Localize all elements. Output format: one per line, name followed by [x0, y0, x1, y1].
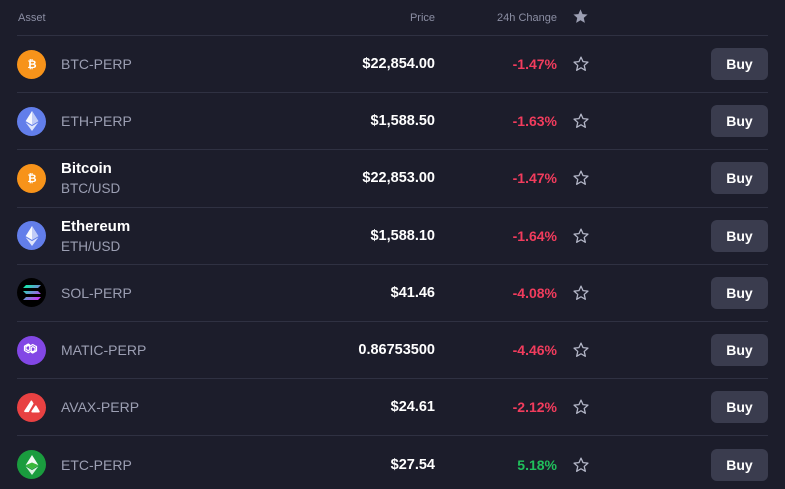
asset-name: MATIC-PERP: [61, 342, 147, 359]
change-value: -2.12%: [512, 399, 557, 416]
change-value: -1.64%: [512, 227, 557, 244]
price-value: 0.86753500: [358, 342, 435, 359]
asset-names: Bitcoin BTC/USD: [61, 160, 120, 196]
buy-button[interactable]: Buy: [711, 48, 768, 81]
bitcoin-icon: ₿: [17, 49, 46, 79]
buy-button[interactable]: Buy: [711, 391, 768, 424]
polygon-icon: [17, 335, 46, 365]
ethereum-classic-icon: [17, 450, 46, 480]
price-value: $22,853.00: [362, 170, 435, 187]
change-value: -4.46%: [512, 342, 557, 359]
asset-cell: ETC-PERP: [17, 450, 257, 480]
change-value: -1.47%: [512, 170, 557, 187]
star-outline-icon[interactable]: [570, 396, 592, 418]
star-outline-icon[interactable]: [570, 110, 592, 132]
star-outline-icon[interactable]: [570, 339, 592, 361]
avalanche-icon: [17, 392, 46, 422]
asset-name: ETC-PERP: [61, 456, 132, 473]
asset-cell: AVAX-PERP: [17, 392, 257, 422]
table-row[interactable]: ETC-PERP $27.54 5.18% Buy: [17, 436, 768, 489]
table-row[interactable]: AVAX-PERP $24.61 -2.12% Buy: [17, 379, 768, 437]
asset-name: AVAX-PERP: [61, 399, 140, 416]
buy-button[interactable]: Buy: [711, 334, 768, 367]
buy-button[interactable]: Buy: [711, 219, 768, 252]
asset-name: BTC-PERP: [61, 56, 132, 73]
asset-names: AVAX-PERP: [61, 399, 139, 415]
bitcoin-icon: ₿: [17, 163, 46, 193]
asset-cell: ₿ Bitcoin BTC/USD: [17, 160, 257, 196]
svg-text:₿: ₿: [27, 57, 36, 71]
star-filled-icon[interactable]: [572, 8, 589, 28]
table-body: ₿ BTC-PERP $22,854.00 -1.47% Buy ETH-PER…: [17, 36, 768, 489]
solana-icon: [17, 278, 46, 308]
buy-button[interactable]: Buy: [711, 162, 768, 195]
asset-name: SOL-PERP: [61, 284, 132, 301]
table-row[interactable]: ₿ Bitcoin BTC/USD $22,853.00 -1.47% Buy: [17, 150, 768, 208]
asset-name: Ethereum: [61, 217, 131, 235]
ethereum-icon: [17, 221, 46, 251]
price-value: $24.61: [390, 399, 435, 416]
change-column-header[interactable]: 24h Change: [497, 11, 557, 24]
price-column-header[interactable]: Price: [409, 11, 435, 24]
asset-names: Ethereum ETH/USD: [61, 218, 130, 254]
asset-pair: ETH/USD: [61, 238, 121, 254]
asset-names: ETC-PERP: [61, 457, 132, 473]
asset-cell: ₿ BTC-PERP: [17, 49, 257, 79]
asset-names: ETH-PERP: [61, 113, 132, 129]
asset-cell: ETH-PERP: [17, 106, 257, 136]
buy-button[interactable]: Buy: [711, 105, 768, 138]
table-row[interactable]: MATIC-PERP 0.86753500 -4.46% Buy: [17, 322, 768, 380]
asset-column-header[interactable]: Asset: [18, 11, 46, 24]
asset-names: MATIC-PERP: [61, 342, 146, 358]
svg-text:₿: ₿: [27, 171, 36, 185]
table-row[interactable]: ETH-PERP $1,588.50 -1.63% Buy: [17, 93, 768, 151]
table-row[interactable]: SOL-PERP $41.46 -4.08% Buy: [17, 265, 768, 322]
price-value: $1,588.50: [370, 113, 435, 130]
price-value: $22,854.00: [362, 56, 435, 73]
asset-name: Bitcoin: [61, 160, 112, 178]
star-outline-icon[interactable]: [570, 282, 592, 304]
asset-cell: MATIC-PERP: [17, 335, 257, 365]
star-outline-icon[interactable]: [570, 167, 592, 189]
table-row[interactable]: ₿ BTC-PERP $22,854.00 -1.47% Buy: [17, 36, 768, 94]
price-value: $27.54: [390, 456, 435, 473]
ethereum-icon: [17, 106, 46, 136]
star-outline-icon[interactable]: [570, 225, 592, 247]
change-value: -4.08%: [512, 284, 557, 301]
asset-cell: SOL-PERP: [17, 278, 257, 308]
star-outline-icon[interactable]: [570, 454, 592, 476]
price-value: $41.46: [390, 284, 435, 301]
price-value: $1,588.10: [370, 227, 435, 244]
favorites-column-header[interactable]: [557, 8, 604, 28]
asset-pair: BTC/USD: [61, 181, 121, 197]
change-value: 5.18%: [517, 456, 557, 473]
asset-cell: Ethereum ETH/USD: [17, 218, 257, 254]
change-value: -1.63%: [512, 113, 557, 130]
change-value: -1.47%: [512, 56, 557, 73]
buy-button[interactable]: Buy: [711, 448, 768, 481]
asset-name: ETH-PERP: [61, 113, 132, 130]
buy-button[interactable]: Buy: [711, 276, 768, 309]
table-row[interactable]: Ethereum ETH/USD $1,588.10 -1.64% Buy: [17, 208, 768, 265]
star-outline-icon[interactable]: [570, 53, 592, 75]
asset-names: SOL-PERP: [61, 285, 132, 301]
table-header: Asset Price 24h Change: [17, 0, 768, 36]
asset-names: BTC-PERP: [61, 56, 132, 72]
